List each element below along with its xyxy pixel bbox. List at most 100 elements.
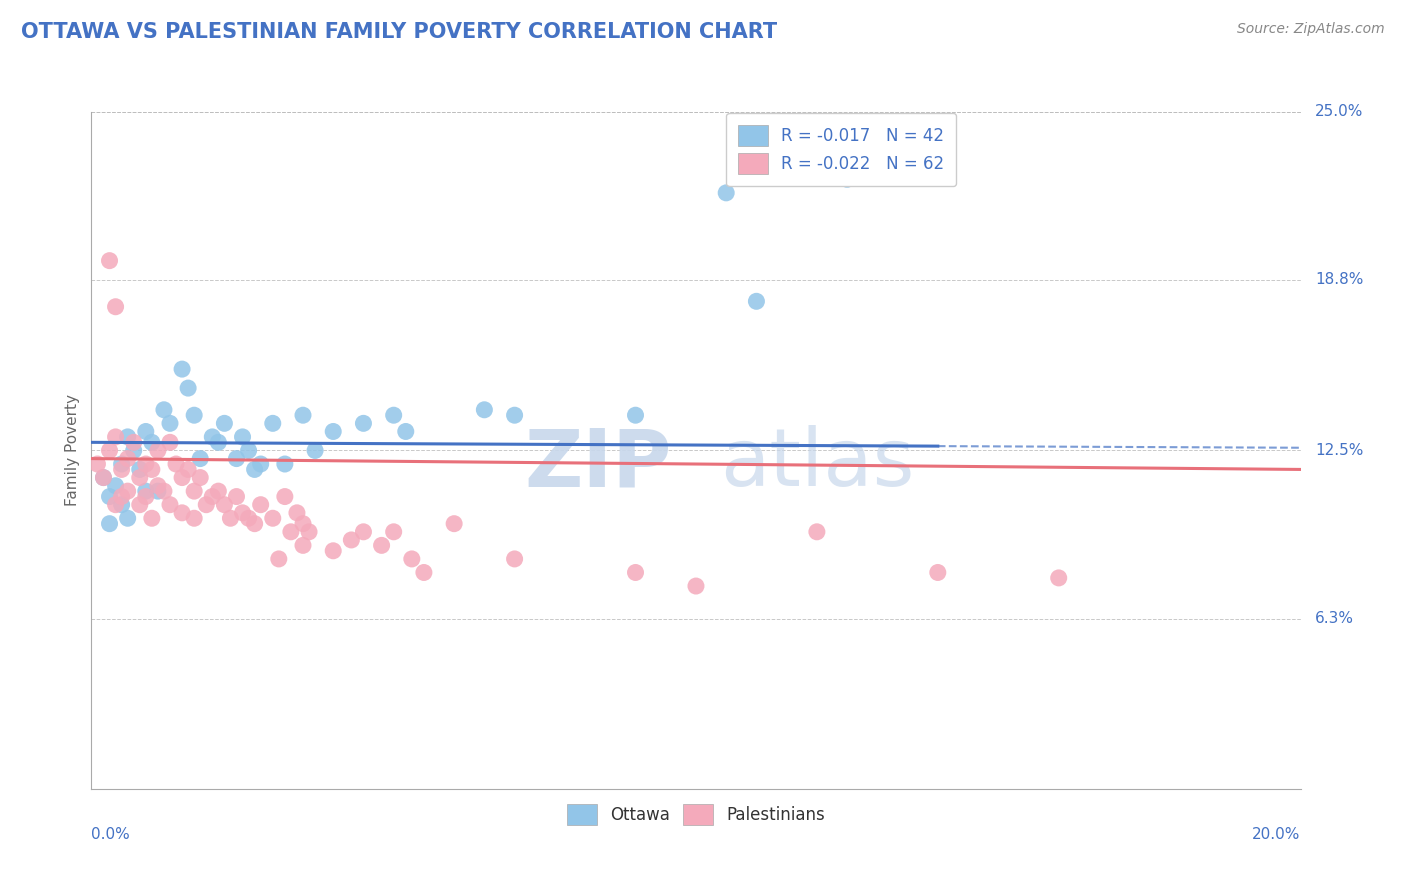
Point (292, 538, 315, 552)
Point (98, 516, 121, 531)
Point (685, 579, 707, 593)
Point (280, 524, 302, 539)
Text: atlas: atlas (720, 425, 914, 503)
Point (188, 451, 211, 466)
Y-axis label: Family Poverty: Family Poverty (65, 394, 80, 507)
Point (806, 524, 828, 539)
Point (153, 402, 176, 417)
Point (214, 498, 236, 512)
Point (322, 425, 344, 439)
Point (745, 294, 768, 309)
Point (128, 498, 150, 512)
Point (195, 498, 218, 512)
Point (267, 552, 290, 566)
Point (285, 506, 308, 520)
Point (188, 470, 211, 484)
Point (322, 543, 344, 558)
Point (262, 511, 284, 525)
Point (159, 435, 181, 450)
Point (135, 457, 157, 471)
Point (352, 417, 374, 431)
Point (93, 470, 115, 484)
Point (177, 462, 200, 476)
Point (274, 490, 297, 504)
Point (207, 435, 229, 450)
Point (159, 498, 181, 512)
Point (122, 443, 145, 458)
Point (382, 408, 405, 422)
Point (443, 516, 465, 531)
Point (624, 566, 647, 580)
Text: 0.0%: 0.0% (91, 827, 131, 842)
Point (624, 408, 647, 422)
Point (292, 408, 315, 422)
Point (201, 430, 224, 444)
Point (135, 490, 157, 504)
Point (104, 498, 127, 512)
Point (395, 425, 418, 439)
Point (104, 300, 127, 314)
Point (172, 362, 194, 376)
Point (835, 172, 858, 186)
Point (146, 479, 169, 493)
Point (503, 408, 526, 422)
Point (141, 435, 163, 450)
Point (111, 462, 132, 476)
Point (503, 552, 526, 566)
Point (98, 490, 121, 504)
Point (117, 484, 139, 499)
Point (304, 443, 326, 458)
Text: 20.0%: 20.0% (1253, 827, 1301, 842)
Legend: Ottawa, Palestinians: Ottawa, Palestinians (560, 797, 832, 832)
Text: 12.5%: 12.5% (1315, 443, 1364, 458)
Point (274, 457, 297, 471)
Point (146, 484, 169, 499)
Point (207, 484, 229, 499)
Point (231, 506, 253, 520)
Point (225, 490, 247, 504)
Point (340, 533, 363, 547)
Text: 18.8%: 18.8% (1315, 272, 1364, 287)
Text: Source: ZipAtlas.com: Source: ZipAtlas.com (1237, 22, 1385, 37)
Point (927, 566, 949, 580)
Point (117, 430, 139, 444)
Point (249, 457, 271, 471)
Text: ZIP: ZIP (524, 425, 672, 503)
Point (128, 470, 150, 484)
Point (1047, 571, 1070, 585)
Point (117, 451, 139, 466)
Point (243, 462, 266, 476)
Point (183, 511, 205, 525)
Point (159, 417, 181, 431)
Point (104, 430, 127, 444)
Point (165, 457, 187, 471)
Point (98, 443, 121, 458)
Point (141, 462, 163, 476)
Point (104, 479, 127, 493)
Point (238, 443, 260, 458)
Point (177, 381, 200, 395)
Point (141, 511, 163, 525)
Point (111, 498, 132, 512)
Point (98, 253, 121, 268)
Point (231, 430, 253, 444)
Point (370, 538, 392, 552)
Point (135, 484, 157, 499)
Point (86, 457, 108, 471)
Point (172, 470, 194, 484)
Text: 25.0%: 25.0% (1315, 104, 1364, 119)
Point (714, 186, 737, 200)
Point (135, 425, 157, 439)
Point (413, 566, 436, 580)
Point (128, 462, 150, 476)
Point (225, 451, 247, 466)
Point (249, 498, 271, 512)
Point (153, 484, 176, 499)
Point (382, 524, 405, 539)
Point (122, 435, 145, 450)
Point (172, 506, 194, 520)
Point (292, 516, 315, 531)
Point (183, 408, 205, 422)
Point (219, 511, 242, 525)
Point (111, 490, 132, 504)
